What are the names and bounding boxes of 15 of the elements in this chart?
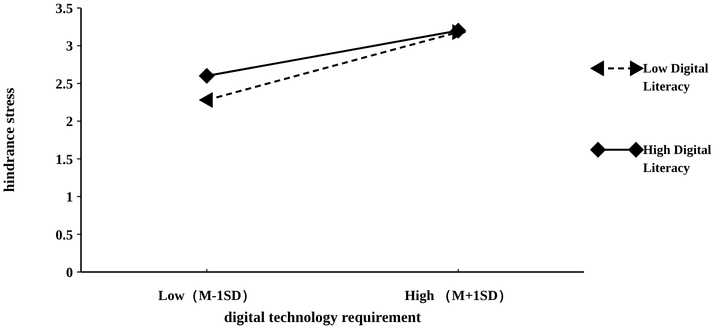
x-tick-label: Low（M-1SD） [158,289,256,304]
x-axis-title: digital technology requirement [224,310,421,326]
y-axis-title: hindrance stress [2,88,18,192]
y-tick-label: 2.5 [56,77,73,92]
y-tick-label: 0 [66,266,73,281]
y-tick-label: 1 [66,190,73,206]
y-tick-label: 0.5 [56,228,73,244]
y-tick-label: 3 [66,40,73,55]
x-tick-label: High （M+1SD） [404,289,512,304]
point [198,68,215,84]
legend-label: High Digital Literacy [643,142,712,175]
legend-label: Low Digital Literacy [643,60,709,94]
y-tick-label: 2 [66,115,73,130]
y-tick-label: 1.5 [56,152,73,168]
y-tick-label: 3.5 [56,2,73,17]
